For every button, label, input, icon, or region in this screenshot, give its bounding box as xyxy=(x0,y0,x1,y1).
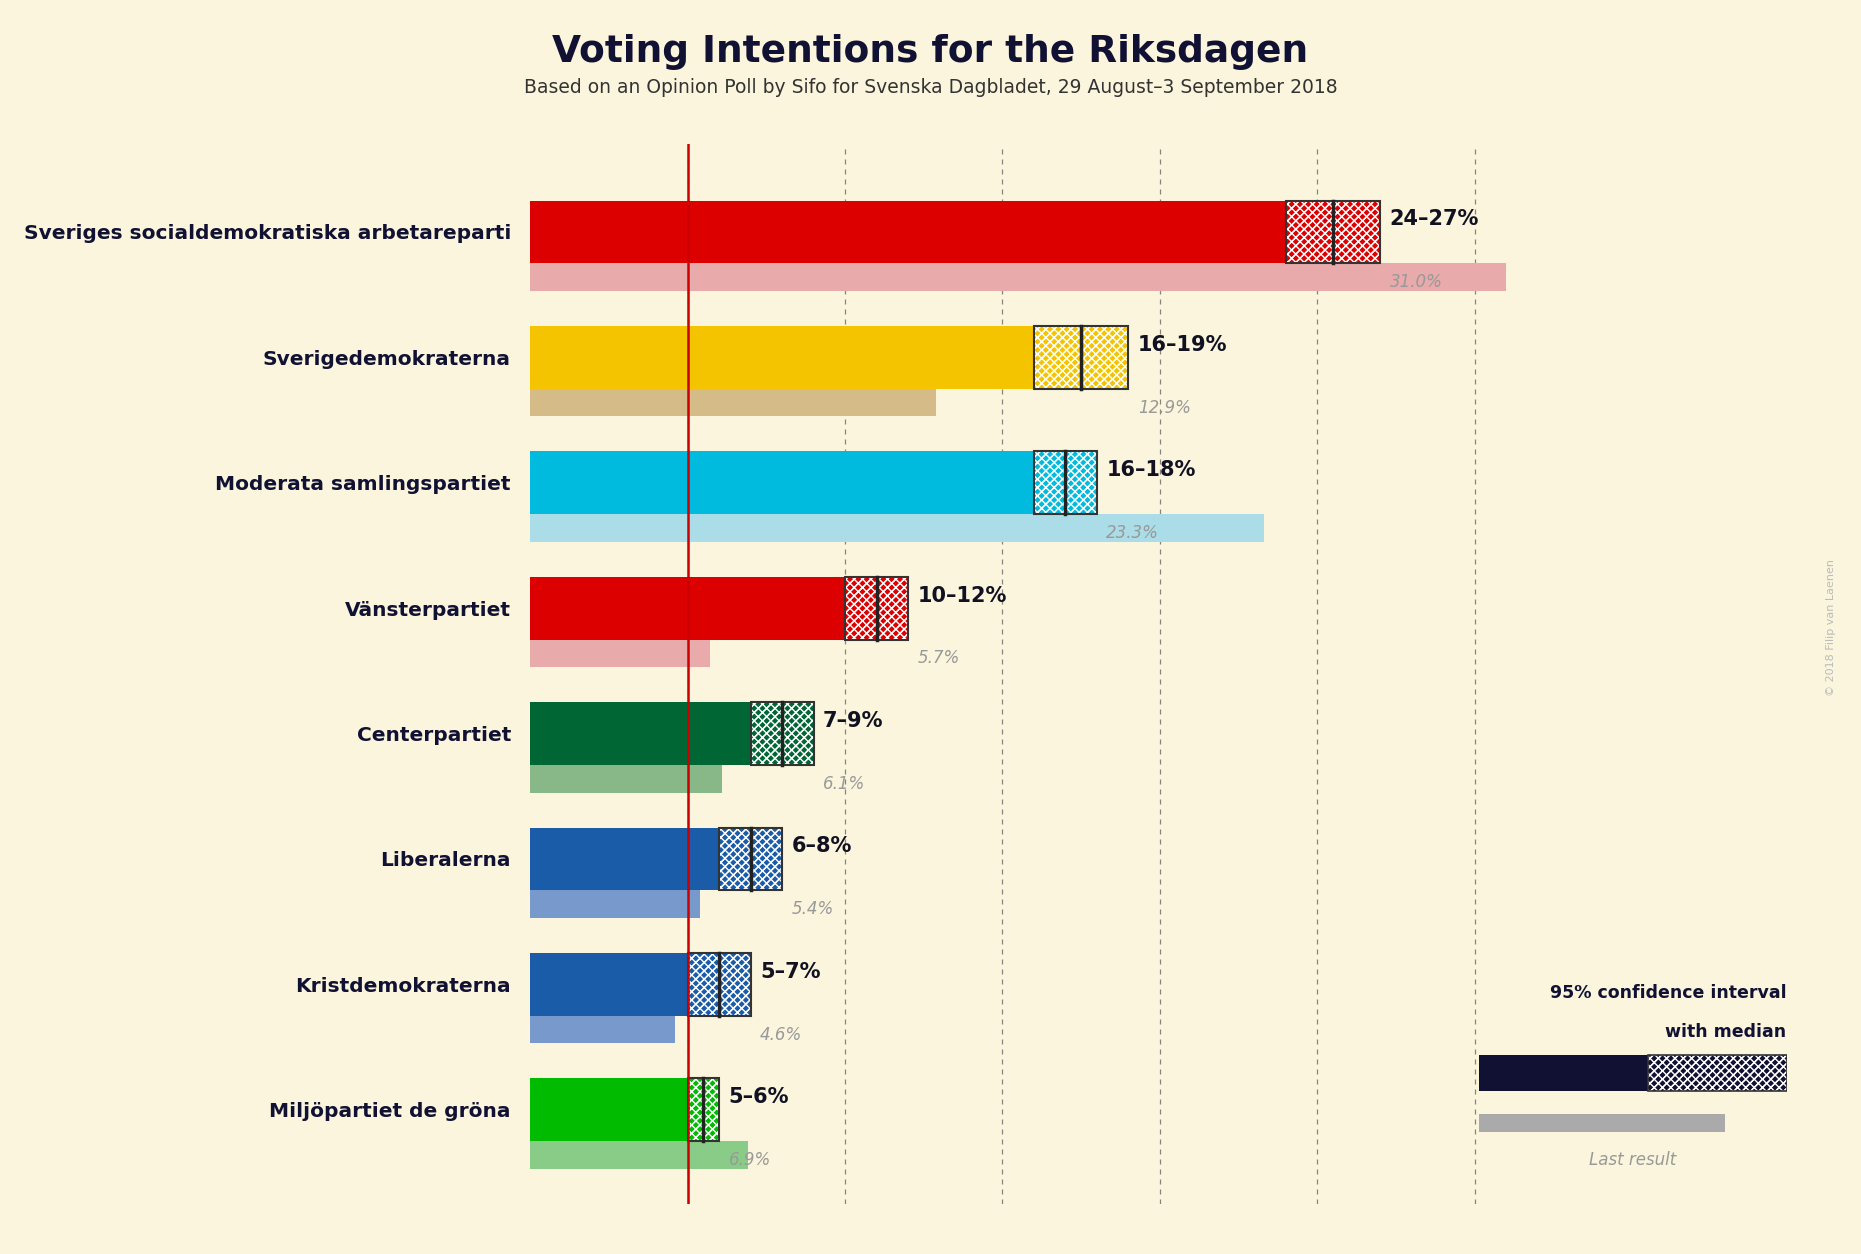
Bar xyxy=(530,201,1286,263)
Text: 5.7%: 5.7% xyxy=(917,650,960,667)
Bar xyxy=(1649,1055,1787,1091)
Bar xyxy=(1286,201,1381,263)
Bar xyxy=(689,953,750,1016)
Text: 12.9%: 12.9% xyxy=(1137,399,1191,416)
Bar xyxy=(689,1078,718,1141)
Bar xyxy=(530,514,1264,542)
Bar xyxy=(530,828,718,890)
Text: 5.4%: 5.4% xyxy=(791,900,834,918)
Bar xyxy=(530,577,845,640)
Bar xyxy=(750,702,813,765)
Bar xyxy=(530,1078,689,1141)
Bar xyxy=(718,828,782,890)
Text: 5–6%: 5–6% xyxy=(730,1087,789,1107)
Bar xyxy=(530,640,709,667)
Bar xyxy=(718,828,782,890)
Bar xyxy=(1035,326,1128,389)
Text: 16–19%: 16–19% xyxy=(1137,335,1226,355)
Bar xyxy=(530,326,1035,389)
Text: 24–27%: 24–27% xyxy=(1390,209,1479,229)
Bar xyxy=(530,451,1035,514)
Bar xyxy=(1035,326,1128,389)
Bar xyxy=(1479,1055,1649,1091)
Text: Voting Intentions for the Riksdagen: Voting Intentions for the Riksdagen xyxy=(553,34,1308,70)
Bar xyxy=(1035,451,1096,514)
Bar xyxy=(845,577,908,640)
Text: 16–18%: 16–18% xyxy=(1105,460,1197,480)
Bar xyxy=(689,1078,718,1141)
Text: 4.6%: 4.6% xyxy=(759,1026,802,1043)
Bar xyxy=(1286,201,1381,263)
Text: with median: with median xyxy=(1666,1023,1787,1041)
Bar xyxy=(750,702,813,765)
Bar xyxy=(530,890,700,918)
Bar xyxy=(530,1141,748,1169)
Text: 6–8%: 6–8% xyxy=(791,836,852,856)
Bar xyxy=(1286,201,1381,263)
Bar xyxy=(1649,1055,1787,1091)
Text: Based on an Opinion Poll by Sifo for Svenska Dagbladet, 29 August–3 September 20: Based on an Opinion Poll by Sifo for Sve… xyxy=(523,78,1338,97)
Bar xyxy=(689,953,750,1016)
Text: 31.0%: 31.0% xyxy=(1390,273,1442,291)
Bar xyxy=(530,702,750,765)
Text: 5–7%: 5–7% xyxy=(759,962,821,982)
Bar xyxy=(1479,1115,1725,1132)
Bar xyxy=(530,389,936,416)
Text: Last result: Last result xyxy=(1589,1151,1677,1169)
Text: 6.1%: 6.1% xyxy=(823,775,865,793)
Bar xyxy=(530,1016,676,1043)
Bar xyxy=(1035,451,1096,514)
Text: 6.9%: 6.9% xyxy=(730,1151,770,1169)
Bar xyxy=(1035,326,1128,389)
Bar xyxy=(750,702,813,765)
Bar xyxy=(530,765,722,793)
Bar xyxy=(1035,451,1096,514)
Bar xyxy=(689,953,750,1016)
Text: 23.3%: 23.3% xyxy=(1105,524,1159,542)
Bar xyxy=(1649,1055,1787,1091)
Bar xyxy=(845,577,908,640)
Text: 10–12%: 10–12% xyxy=(917,586,1007,606)
Text: 95% confidence interval: 95% confidence interval xyxy=(1550,984,1787,1002)
Bar xyxy=(530,953,689,1016)
Bar xyxy=(689,1078,718,1141)
Bar xyxy=(530,263,1506,291)
Bar xyxy=(845,577,908,640)
Bar xyxy=(718,828,782,890)
Text: © 2018 Filip van Laenen: © 2018 Filip van Laenen xyxy=(1826,558,1837,696)
Text: 7–9%: 7–9% xyxy=(823,711,884,731)
